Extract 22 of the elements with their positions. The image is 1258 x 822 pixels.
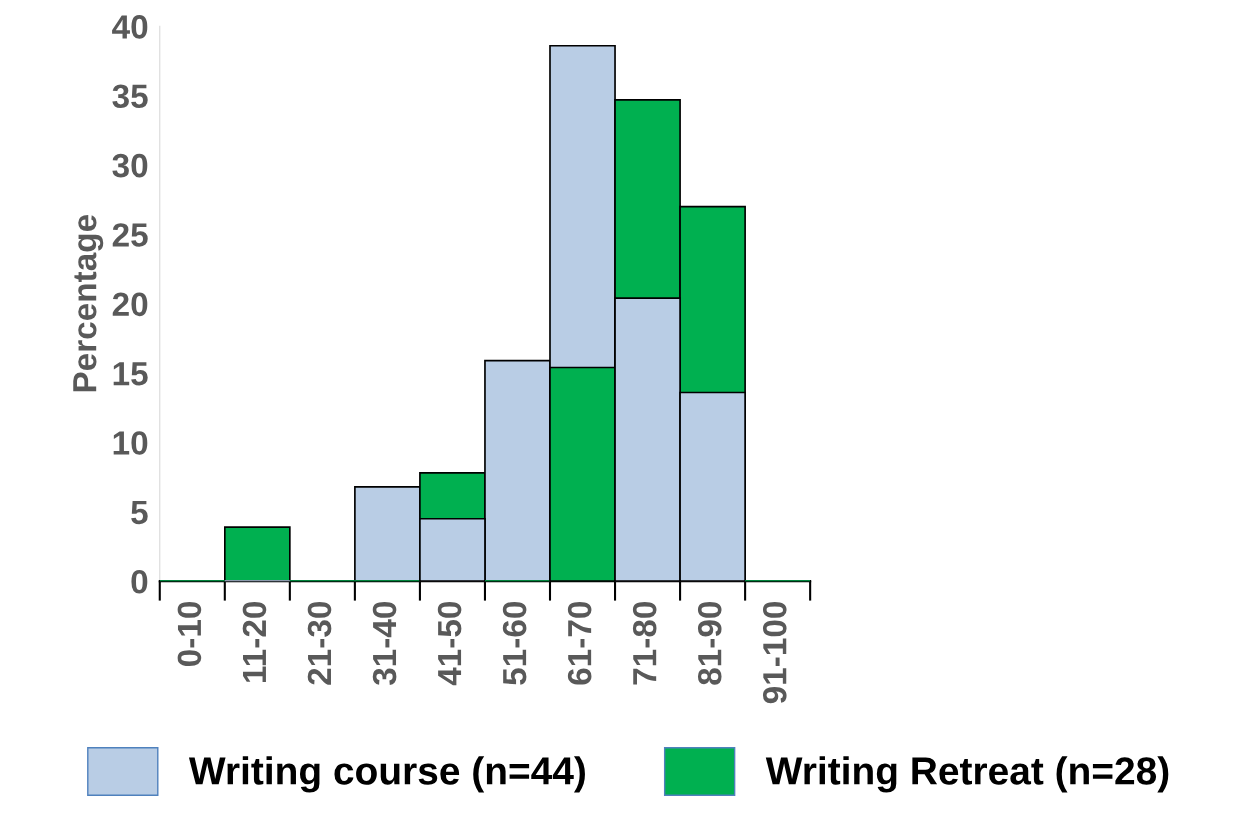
x-tick-label: 91-100	[762, 601, 787, 704]
x-tick-label: 61-70	[567, 601, 592, 685]
x-tick-label: 51-60	[502, 601, 527, 685]
y-tick-label: 10	[113, 431, 148, 455]
y-tick-label: 35	[112, 84, 148, 109]
y-tick-label: 30	[112, 153, 148, 178]
x-tick-label: 71-80	[632, 601, 657, 685]
legend-label: Writing course (n=44)	[188, 756, 585, 793]
legend-label: Writing Retreat (n=28)	[765, 756, 1169, 793]
y-axis-title: Percentage	[73, 215, 104, 392]
x-tick-label: 0-10	[177, 601, 202, 666]
x-tick-label: 41-50	[437, 601, 462, 686]
y-tick-label: 40	[112, 15, 148, 39]
y-tick-label: 20	[112, 292, 148, 317]
x-tick-label: 81-90	[697, 601, 722, 685]
y-tick-label: 5	[131, 500, 148, 525]
y-tick-label: 0	[131, 569, 148, 594]
y-tick-label: 25	[112, 223, 148, 247]
x-tick-label: 21-30	[307, 601, 332, 685]
x-tick-label: 11-20	[242, 601, 267, 682]
y-tick-label: 15	[113, 362, 148, 386]
x-tick-label: 31-40	[372, 601, 397, 686]
